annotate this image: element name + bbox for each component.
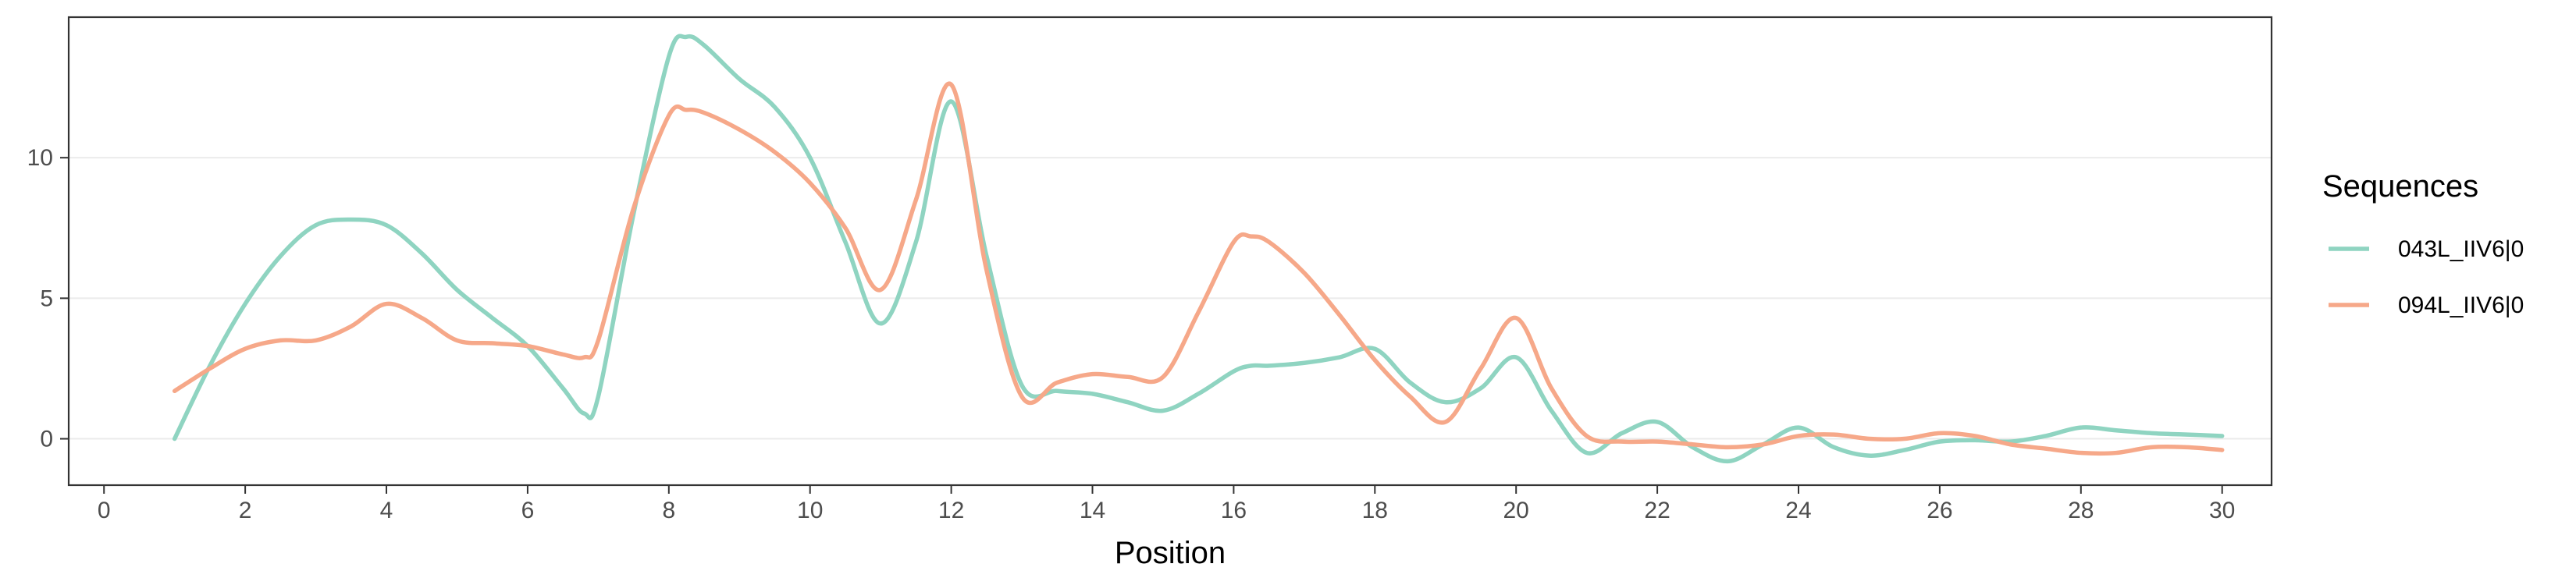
x-tick-label-30: 30	[2209, 498, 2235, 523]
legend-items: 043L_IIV6|0 094L_IIV6|0	[2329, 236, 2524, 318]
x-tick-label-10: 10	[797, 498, 823, 523]
x-tick-label-26: 26	[1927, 498, 1952, 523]
x-tick-label-16: 16	[1221, 498, 1247, 523]
legend-item-2: 094L_IIV6|0	[2329, 292, 2524, 318]
legend-item-1: 043L_IIV6|0	[2329, 236, 2524, 262]
legend-label-2: 094L_IIV6|0	[2398, 292, 2524, 318]
x-tick-label-4: 4	[380, 498, 393, 523]
x-tick-label-28: 28	[2068, 498, 2094, 523]
plot-border	[67, 16, 2273, 487]
x-axis: 0 2 4 6 8 10 12 14 16 18 20 22 24 26 28 30	[98, 485, 2235, 523]
plot-background	[69, 17, 2272, 485]
x-tick-label-20: 20	[1503, 498, 1529, 523]
x-tick-label-14: 14	[1080, 498, 1105, 523]
legend: Sequences 043L_IIV6|0 094L_IIV6|0	[2322, 169, 2524, 318]
x-tick-label-22: 22	[1644, 498, 1670, 523]
x-tick-label-18: 18	[1362, 498, 1388, 523]
x-axis-title: Position	[1115, 536, 1226, 570]
x-tick-label-12: 12	[938, 498, 964, 523]
legend-title: Sequences	[2322, 169, 2478, 204]
legend-label-1: 043L_IIV6|0	[2398, 236, 2524, 262]
y-tick-label-10: 10	[27, 145, 53, 171]
series-line-2	[172, 81, 2225, 456]
x-tick-label-0: 0	[98, 498, 111, 523]
x-tick-label-8: 8	[662, 498, 675, 523]
y-tick-label-5: 5	[40, 285, 53, 311]
y-tick-label-0: 0	[40, 427, 53, 452]
y-axis: 0 5 10	[27, 145, 69, 452]
x-tick-label-24: 24	[1785, 498, 1811, 523]
x-tick-label-2: 2	[239, 498, 252, 523]
x-tick-label-6: 6	[521, 498, 535, 523]
series-line-1	[172, 34, 2225, 464]
series-lines	[172, 34, 2225, 464]
